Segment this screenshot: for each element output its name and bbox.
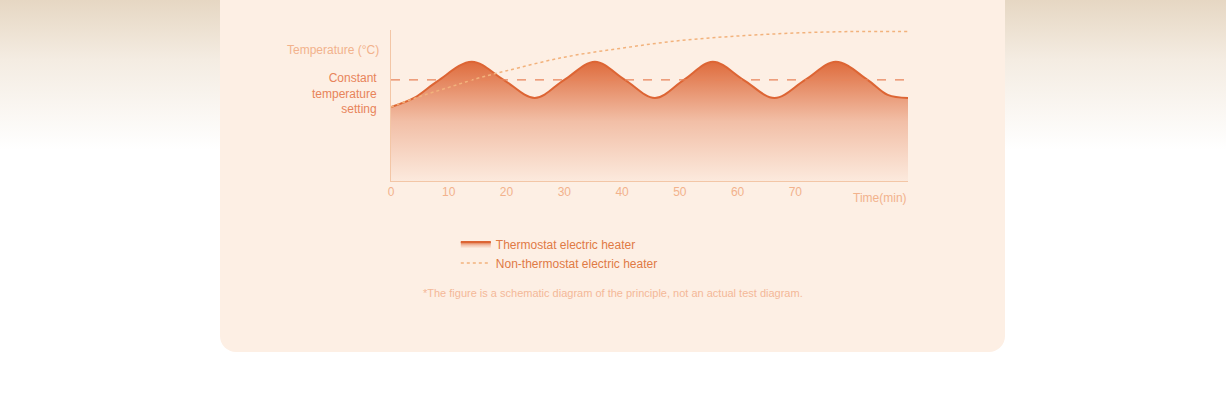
svg-text:Temperature (°C): Temperature (°C) bbox=[287, 43, 379, 57]
svg-text:20: 20 bbox=[500, 185, 514, 199]
svg-text:Constanttemperaturesetting: Constanttemperaturesetting bbox=[312, 71, 377, 116]
svg-text:Thermostat electric heater: Thermostat electric heater bbox=[496, 238, 635, 252]
svg-text:10: 10 bbox=[442, 185, 456, 199]
svg-text:0: 0 bbox=[388, 185, 395, 199]
svg-text:*The figure is a schematic dia: *The figure is a schematic diagram of th… bbox=[423, 287, 803, 299]
svg-text:Time(min): Time(min) bbox=[853, 191, 907, 205]
svg-text:60: 60 bbox=[731, 185, 745, 199]
svg-text:70: 70 bbox=[789, 185, 803, 199]
svg-text:30: 30 bbox=[558, 185, 572, 199]
svg-text:50: 50 bbox=[673, 185, 687, 199]
svg-text:Non-thermostat electric heater: Non-thermostat electric heater bbox=[496, 257, 657, 271]
svg-text:40: 40 bbox=[615, 185, 629, 199]
